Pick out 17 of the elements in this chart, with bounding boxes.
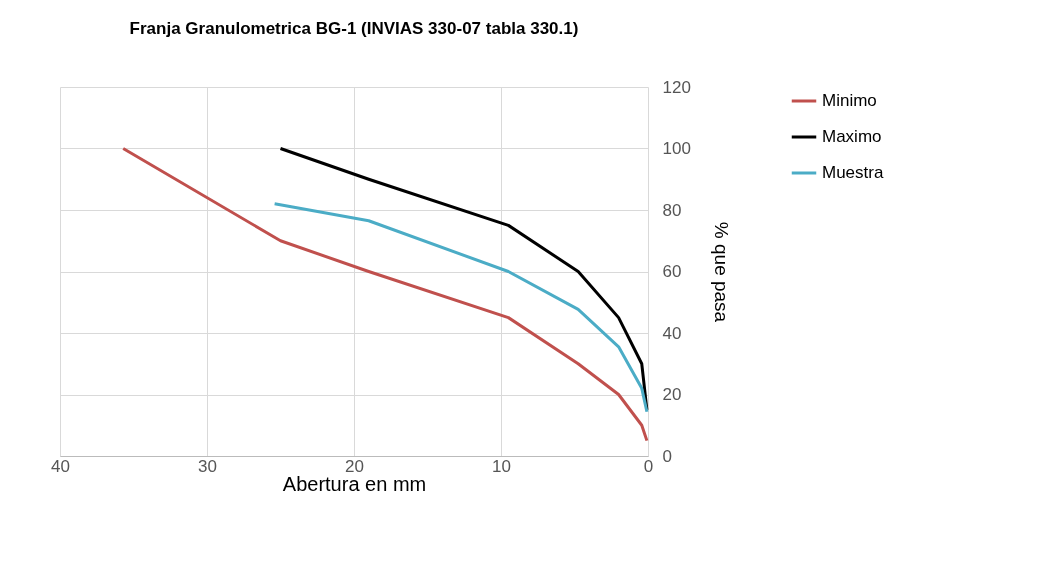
x-tick-label: 30: [198, 456, 217, 476]
y-tick-label: 60: [662, 262, 682, 281]
line-series: [121, 147, 649, 443]
legend-label: Minimo: [822, 91, 877, 110]
y-tick-label: 20: [662, 385, 682, 404]
chart-title: Franja Granulometrica BG-1 (INVIAS 330-07 tabla 330.1): [129, 19, 579, 38]
x-tick-label: 40: [51, 456, 70, 476]
y-axis-title: % que pasa: [710, 221, 732, 323]
y-tick-label: 80: [662, 200, 682, 220]
x-tick-label: 10: [492, 456, 511, 476]
x-tick-label: 0: [643, 456, 654, 476]
y-tick-label: 120: [662, 77, 691, 97]
y-tick-label: 40: [662, 323, 682, 343]
legend-label: Muestra: [822, 163, 884, 182]
legend-label: Maximo: [822, 127, 882, 146]
line-series: [273, 202, 649, 414]
y-tick-label: 100: [662, 139, 691, 158]
